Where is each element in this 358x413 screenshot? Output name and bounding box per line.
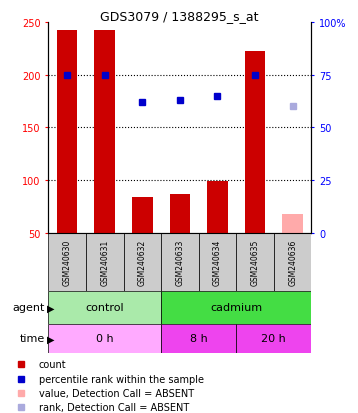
Bar xyxy=(199,233,236,291)
Text: cadmium: cadmium xyxy=(210,303,262,313)
Bar xyxy=(207,182,228,233)
Bar xyxy=(57,31,77,233)
Bar xyxy=(86,233,124,291)
Text: time: time xyxy=(19,334,45,344)
Bar xyxy=(132,197,153,233)
Bar xyxy=(48,233,86,291)
Bar xyxy=(95,31,115,233)
Bar xyxy=(274,233,311,291)
Bar xyxy=(124,233,161,291)
Text: GSM240631: GSM240631 xyxy=(100,239,109,285)
Text: GSM240630: GSM240630 xyxy=(63,239,72,285)
Bar xyxy=(236,324,311,353)
Bar xyxy=(282,214,303,233)
Text: control: control xyxy=(86,303,124,313)
Text: value, Detection Call = ABSENT: value, Detection Call = ABSENT xyxy=(39,388,194,398)
Bar xyxy=(48,291,161,324)
Text: percentile rank within the sample: percentile rank within the sample xyxy=(39,374,204,384)
Text: rank, Detection Call = ABSENT: rank, Detection Call = ABSENT xyxy=(39,402,189,412)
Text: GSM240635: GSM240635 xyxy=(251,239,260,285)
Text: ▶: ▶ xyxy=(47,334,54,344)
Text: 0 h: 0 h xyxy=(96,334,113,344)
Bar xyxy=(48,324,161,353)
Text: agent: agent xyxy=(13,303,45,313)
Text: GSM240636: GSM240636 xyxy=(288,239,297,285)
Text: GSM240632: GSM240632 xyxy=(138,239,147,285)
Bar xyxy=(161,291,311,324)
Bar xyxy=(170,195,190,233)
Bar xyxy=(236,233,274,291)
Text: GDS3079 / 1388295_s_at: GDS3079 / 1388295_s_at xyxy=(100,10,258,23)
Bar xyxy=(161,233,199,291)
Text: GSM240634: GSM240634 xyxy=(213,239,222,285)
Bar xyxy=(245,52,265,233)
Bar xyxy=(161,324,236,353)
Text: count: count xyxy=(39,359,66,369)
Text: 20 h: 20 h xyxy=(261,334,286,344)
Text: 8 h: 8 h xyxy=(190,334,208,344)
Text: ▶: ▶ xyxy=(47,303,54,313)
Text: GSM240633: GSM240633 xyxy=(175,239,184,285)
